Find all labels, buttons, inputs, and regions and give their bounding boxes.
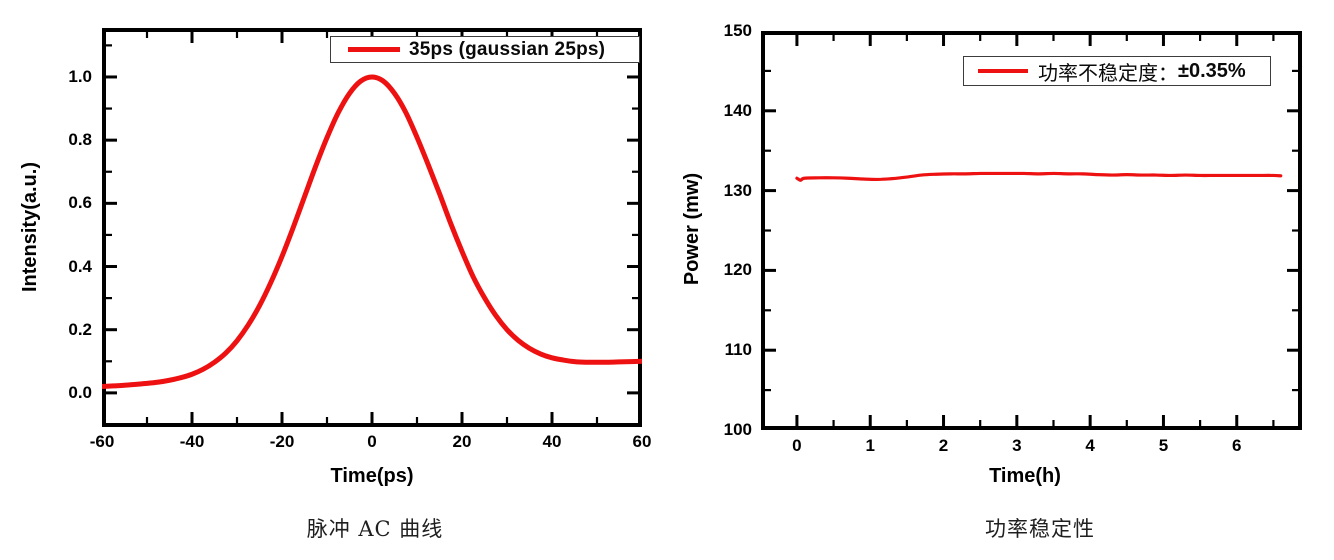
legend-box: 35ps (gaussian 25ps) bbox=[330, 36, 640, 63]
y-tick-label: 120 bbox=[723, 260, 752, 280]
legend-box: 功率不稳定度： ±0.35% bbox=[963, 56, 1271, 86]
x-tick-label: 4 bbox=[1085, 436, 1095, 455]
x-tick-label: 0 bbox=[367, 432, 377, 451]
plot-frame bbox=[102, 28, 642, 427]
figure-caption: 脉冲 AC 曲线 bbox=[306, 517, 444, 541]
plot-frame bbox=[761, 31, 1302, 430]
x-axis-label: Time(h) bbox=[989, 465, 1061, 487]
legend-line-sample bbox=[978, 69, 1028, 73]
legend-label: 35ps (gaussian 25ps) bbox=[409, 38, 606, 60]
x-tick-label: 60 bbox=[632, 432, 652, 451]
figure-caption: 功率稳定性 bbox=[985, 517, 1095, 541]
y-tick-label: 0.8 bbox=[68, 130, 92, 150]
legend-line-sample bbox=[348, 47, 400, 52]
y-tick-label: 0.6 bbox=[68, 193, 92, 213]
y-tick-label: 150 bbox=[723, 21, 752, 40]
series-line bbox=[102, 74, 642, 390]
y-axis-label: Intensity(a.u.) bbox=[19, 162, 41, 293]
y-tick-label: 0.0 bbox=[68, 382, 92, 402]
plot-area-pulse-ac bbox=[102, 28, 642, 427]
y-tick-label: 1.0 bbox=[68, 66, 92, 86]
legend-label-value: ±0.35% bbox=[1178, 59, 1246, 82]
y-tick-label: 0.2 bbox=[68, 319, 92, 339]
y-tick-label: 0.4 bbox=[68, 256, 92, 276]
legend-label-cn: 功率不稳定度： bbox=[1038, 60, 1178, 85]
x-tick-label: 3 bbox=[1012, 436, 1022, 455]
x-tick-label: 20 bbox=[452, 432, 472, 451]
x-tick-label: -60 bbox=[89, 432, 115, 451]
x-tick-label: 2 bbox=[938, 436, 949, 455]
plot-area-power-stability bbox=[761, 31, 1302, 430]
x-tick-label: -40 bbox=[179, 432, 205, 451]
y-tick-label: 100 bbox=[723, 420, 752, 439]
x-tick-label: -20 bbox=[269, 432, 295, 451]
x-tick-label: 6 bbox=[1232, 436, 1242, 455]
y-tick-label: 110 bbox=[724, 340, 752, 360]
series-line bbox=[795, 171, 1283, 182]
y-tick-label: 130 bbox=[723, 180, 752, 200]
x-tick-label: 0 bbox=[792, 436, 802, 455]
y-axis-label: Power (mw) bbox=[681, 172, 703, 286]
x-tick-label: 5 bbox=[1158, 436, 1169, 455]
y-tick-label: 140 bbox=[723, 100, 752, 120]
x-axis-label: Time(ps) bbox=[330, 465, 414, 487]
x-tick-label: 40 bbox=[542, 432, 562, 451]
x-tick-label: 1 bbox=[865, 436, 875, 455]
